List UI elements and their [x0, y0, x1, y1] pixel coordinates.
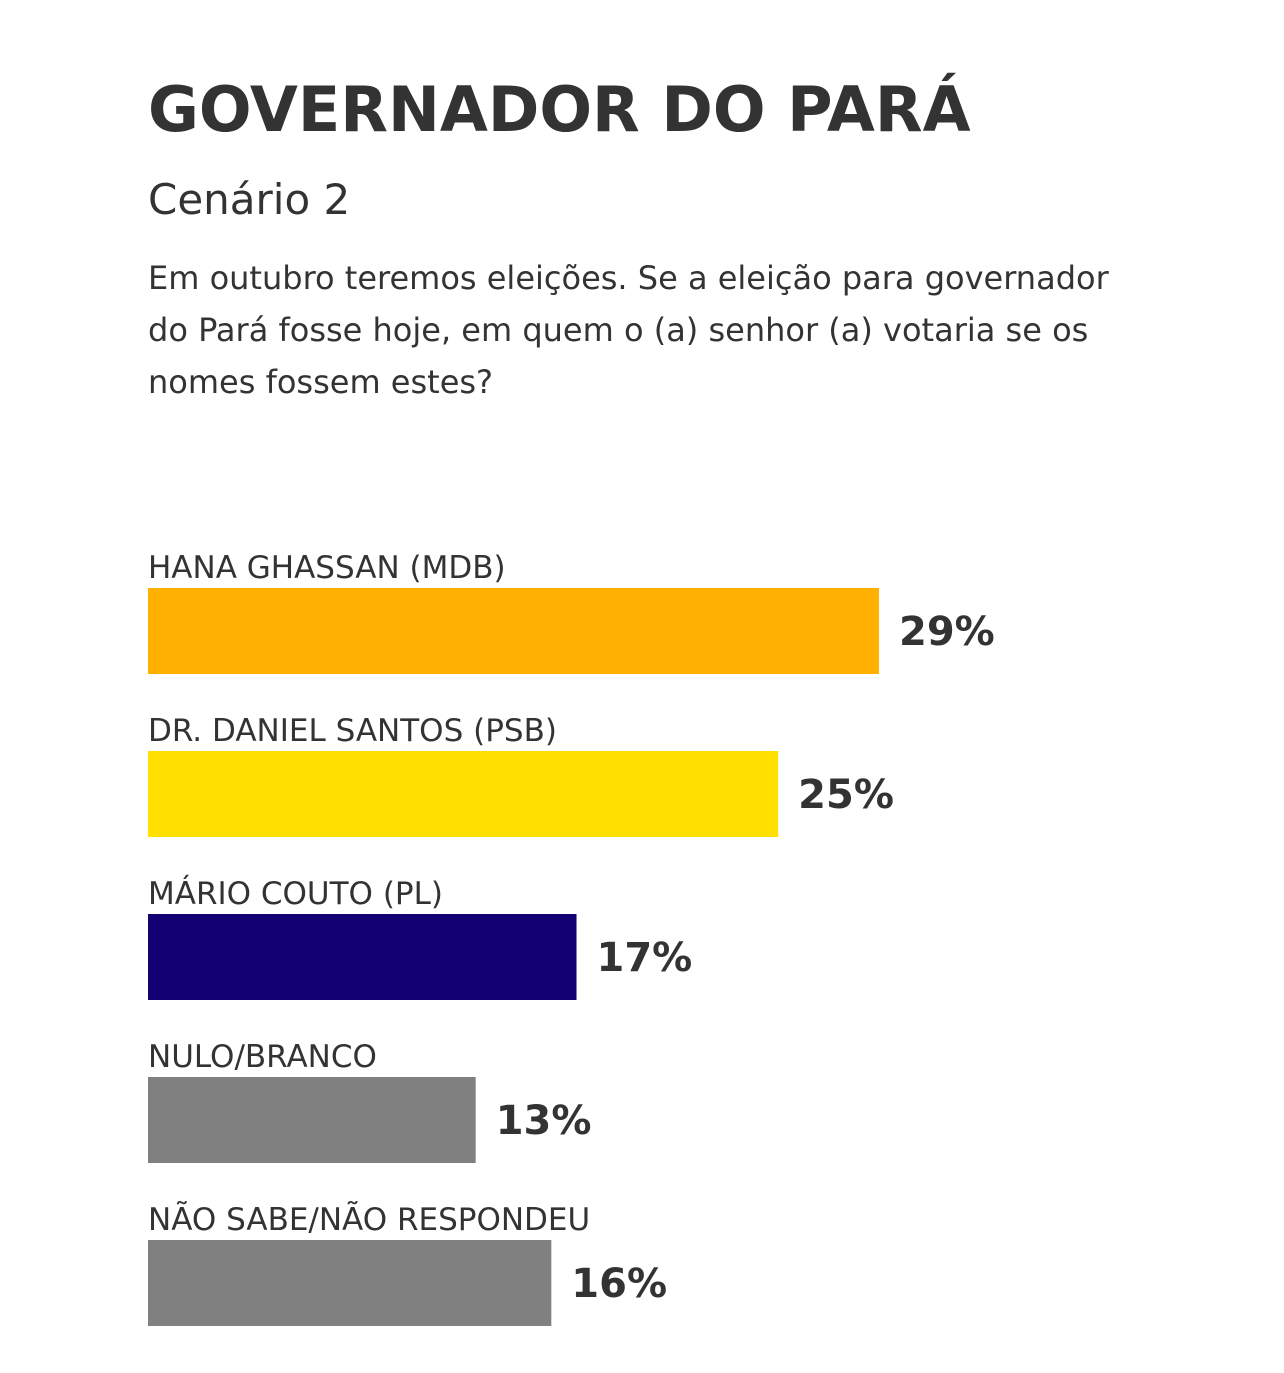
value-label: 13% [496, 1098, 592, 1144]
category-label: MÁRIO COUTO (PL) [148, 876, 443, 912]
bar [148, 914, 577, 1000]
value-label: 16% [571, 1261, 667, 1307]
bar [148, 751, 779, 837]
category-label: DR. DANIEL SANTOS (PSB) [148, 713, 557, 749]
bar [148, 1077, 476, 1163]
value-label: 29% [899, 609, 995, 655]
bar [148, 1240, 552, 1326]
value-label: 17% [597, 935, 693, 981]
chart-subtitle: Cenário 2 [148, 175, 351, 224]
bar [148, 588, 879, 674]
category-label: NÃO SABE/NÃO RESPONDEU [148, 1202, 590, 1238]
chart-title: GOVERNADOR DO PARÁ [148, 73, 971, 146]
value-label: 25% [798, 772, 894, 818]
survey-question: Em outubro teremos eleições. Se a eleiçã… [148, 259, 1109, 401]
category-label: NULO/BRANCO [148, 1039, 377, 1075]
category-label: HANA GHASSAN (MDB) [148, 550, 506, 586]
